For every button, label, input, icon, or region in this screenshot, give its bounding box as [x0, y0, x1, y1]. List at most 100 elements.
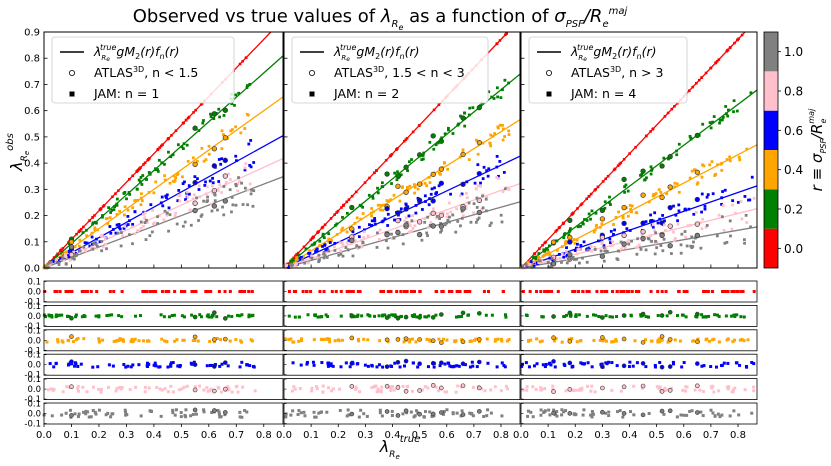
residual-atlas-point — [223, 336, 228, 342]
residual-atlas-point — [460, 310, 466, 316]
jam-point — [428, 140, 432, 144]
residual-point — [117, 338, 121, 342]
jam-point — [619, 161, 623, 165]
residual-point — [306, 313, 310, 317]
residual-point — [577, 290, 581, 293]
jam-point — [351, 230, 355, 234]
residual-point — [143, 390, 147, 394]
residual-point — [560, 340, 564, 344]
residual-atlas-point — [695, 311, 700, 317]
jam-point — [480, 208, 484, 211]
residual-point — [58, 290, 62, 293]
residual-tick-label: -0.1 — [24, 346, 41, 356]
jam-point — [88, 244, 92, 248]
residual-point — [643, 338, 647, 342]
jam-point — [734, 211, 737, 215]
residual-point — [413, 313, 417, 317]
jam-point — [126, 215, 130, 218]
jam-point — [461, 148, 465, 152]
residual-point — [664, 290, 668, 293]
jam-point — [160, 161, 164, 165]
residual-point — [580, 362, 584, 366]
jam-point — [317, 253, 321, 257]
residual-point — [387, 314, 391, 318]
jam-point — [411, 214, 414, 218]
y-tick-label: 0.9 — [24, 28, 40, 39]
main-panel-2: λRetruegM2(r)fn(r)ATLAS3D, 1.5 < n < 3JA… — [283, 31, 521, 270]
jam-point — [689, 244, 693, 248]
residual-point — [84, 412, 88, 416]
jam-point — [586, 248, 590, 252]
residual-point — [48, 362, 52, 366]
jam-point — [417, 124, 421, 127]
residual-point — [76, 384, 80, 388]
jam-point — [230, 102, 234, 106]
residual-point — [290, 389, 294, 393]
residual-atlas-point — [695, 410, 700, 415]
residual-point — [553, 365, 557, 369]
jam-point — [455, 207, 459, 211]
residual-point — [352, 315, 356, 319]
jam-point — [131, 206, 135, 210]
jam-point — [673, 185, 677, 189]
residual-point — [325, 337, 329, 341]
legend-circle-marker — [308, 70, 315, 77]
jam-point — [244, 162, 248, 166]
jam-point — [703, 207, 707, 211]
jam-point — [575, 238, 579, 242]
atlas-point — [68, 252, 75, 258]
atlas-point — [192, 179, 198, 186]
residual-point — [179, 415, 183, 419]
jam-point — [585, 197, 589, 201]
residual-point — [209, 290, 213, 293]
residual-point — [189, 414, 193, 418]
residual-point — [208, 363, 212, 367]
jam-point — [550, 256, 554, 260]
jam-point — [297, 253, 301, 257]
jam-point — [683, 207, 687, 211]
jam-point — [726, 48, 730, 52]
residual-point — [94, 314, 98, 318]
jam-point — [308, 249, 311, 253]
residual-atlas-point — [667, 364, 673, 369]
residual-point — [591, 412, 595, 416]
residual-point — [412, 290, 416, 293]
residual-point — [243, 290, 247, 293]
residual-point — [572, 388, 576, 392]
residual-point — [505, 387, 509, 391]
jam-point — [651, 127, 655, 131]
jam-point — [540, 260, 544, 263]
jam-point — [217, 180, 221, 183]
jam-point — [178, 194, 182, 197]
residual-tick-label: 0.1 — [27, 351, 41, 361]
colorbar-segment — [764, 71, 778, 111]
jam-point — [666, 111, 670, 115]
residual-point — [535, 290, 539, 293]
residual-point — [423, 315, 427, 319]
jam-point — [423, 181, 427, 185]
residual-point — [628, 360, 632, 364]
jam-point — [141, 174, 145, 177]
residual-point — [337, 387, 341, 391]
residual-point — [122, 339, 126, 343]
residual-atlas-point — [659, 389, 665, 394]
residual-point — [157, 365, 161, 369]
jam-point — [99, 207, 102, 211]
residual-point — [507, 338, 511, 342]
residual-point — [60, 339, 64, 343]
jam-point — [197, 219, 200, 222]
residual-point — [220, 390, 224, 394]
atlas-point — [621, 220, 627, 227]
residual-point — [206, 389, 210, 393]
residual-point — [610, 361, 614, 365]
jam-point — [81, 231, 85, 234]
jam-point — [339, 252, 343, 256]
jam-point — [492, 97, 496, 100]
residual-point — [489, 388, 493, 392]
residual-point — [578, 339, 582, 343]
jam-point — [414, 204, 418, 207]
residual-point — [193, 339, 197, 343]
jam-point — [222, 133, 225, 136]
jam-point — [57, 263, 61, 267]
residual-tick-label: -0.1 — [24, 371, 41, 381]
